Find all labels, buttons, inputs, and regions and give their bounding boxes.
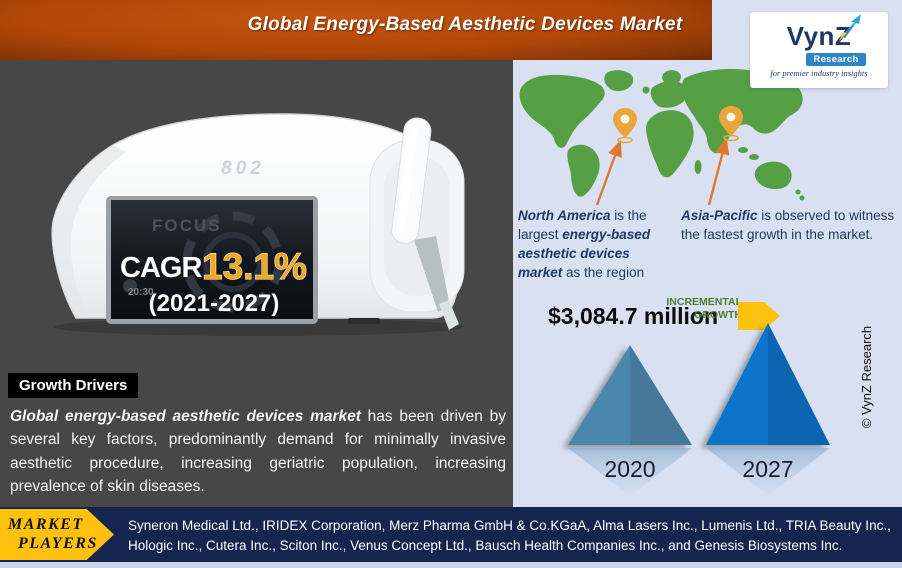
cagr-value: 13.1% <box>202 246 307 287</box>
screen-time-text: 20:30 <box>128 287 154 298</box>
logo-sub-text: Research <box>806 53 866 66</box>
growth-triangles-chart: 2020 2027 <box>568 302 830 496</box>
growth-drivers-lead: Global energy-based aesthetic devices ma… <box>10 408 361 425</box>
growth-drivers-heading: Growth Drivers <box>8 373 139 398</box>
device-image: 802 FOCUS CAGR 13.1% 20:30 (2021-2027) <box>51 113 465 336</box>
device-logo-text: 802 <box>221 158 265 179</box>
market-players-label-2: PLAYERS <box>18 534 98 552</box>
cagr-period: (2021-2027) <box>149 290 280 317</box>
companies-list: Syneron Medical Ltd., IRIDEX Corporation… <box>128 518 891 554</box>
brand-logo: VynZ Research for premier industry insig… <box>750 12 888 88</box>
market-players-bar: MARKET PLAYERS Syneron Medical Ltd., IRI… <box>0 507 902 562</box>
device-screen: FOCUS CAGR 13.1% 20:30 (2021-2027) <box>106 196 318 324</box>
north-america-note: North America is the largest energy-base… <box>518 208 651 280</box>
incremental-growth-label: INCREMENTAL GROWTH <box>666 296 742 322</box>
copyright-watermark: © VynZ Research <box>859 325 874 429</box>
page-title: Global Energy-Based Aesthetic Devices Ma… <box>247 14 683 35</box>
na-note-keyword: energy-based aesthetic devices market <box>518 226 651 280</box>
logo-arrow-icon <box>837 14 867 47</box>
market-size-value: $3,084.7 million <box>548 303 719 329</box>
screen-focus-text: FOCUS <box>152 216 222 235</box>
cagr-label: CAGR <box>120 252 202 284</box>
ap-note-lead: Asia-Pacific <box>681 208 758 223</box>
left-panel: 802 FOCUS CAGR 13.1% 20:30 (2021-2027) G… <box>0 60 513 508</box>
location-pin-ap-icon <box>719 106 743 142</box>
logo-brand-text: VynZ <box>786 21 852 51</box>
growth-drivers-text: Global energy-based aesthetic devices ma… <box>10 405 506 498</box>
year-label-2027: 2027 <box>742 456 793 482</box>
asia-pacific-note: Asia-Pacific is observed to witness the … <box>681 208 895 242</box>
market-players-banner: MARKET PLAYERS <box>0 509 114 560</box>
header-banner: Global Energy-Based Aesthetic Devices Ma… <box>0 0 712 60</box>
market-players-label-1: MARKET <box>8 516 84 534</box>
triangle-2027 <box>706 323 830 445</box>
na-note-lead: North America <box>518 208 611 223</box>
world-map <box>519 69 805 206</box>
logo-tagline: for premier industry insights <box>770 68 868 78</box>
bottom-strip <box>0 562 902 568</box>
triangle-2020 <box>568 345 692 445</box>
growth-drivers-body: has been driven by several key factors, … <box>10 408 506 495</box>
growth-arrow-icon <box>738 302 780 330</box>
year-label-2020: 2020 <box>604 456 655 482</box>
location-pin-na-icon <box>613 108 637 144</box>
